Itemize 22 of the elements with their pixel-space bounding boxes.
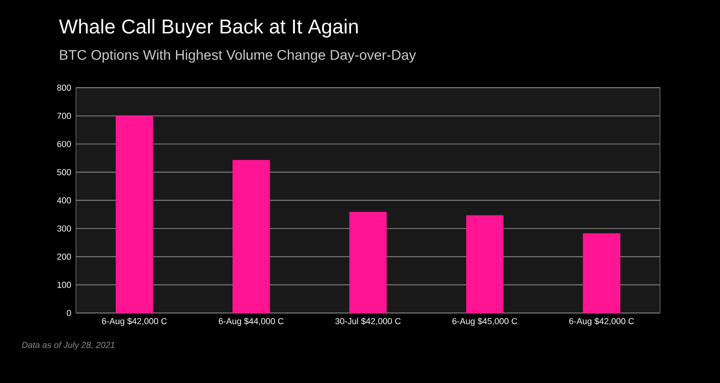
x-tick-label: 6-Aug $45,000 C [452,318,518,326]
y-tick-label: 0 [66,310,71,316]
y-tick-label: 600 [57,140,71,148]
bar [466,215,504,313]
chart-title: Whale Call Buyer Back at It Again [59,18,358,38]
x-tick-label: 6-Aug $42,000 C [102,318,167,326]
y-tick-label: 200 [57,254,71,260]
y-tick-label: 700 [57,112,71,119]
x-tick-label: 6-Aug $42,000 C [569,318,634,326]
x-tick-label: 6-Aug $44,000 C [218,318,284,326]
bar [116,116,154,313]
bar [582,233,620,313]
y-tick-label: 500 [57,169,71,176]
chart-subtitle: BTC Options With Highest Volume Change Day-over-Day [60,50,416,63]
y-tick-label: 300 [57,225,71,232]
bar [232,160,270,313]
x-tick-label: 30-Jul $42,000 C [335,318,401,326]
y-tick-label: 100 [58,282,71,288]
text: Data as of July 28, 2021 [22,342,114,350]
bar [349,212,387,313]
y-tick-label: 800 [57,84,71,91]
y-tick-label: 400 [57,197,71,204]
